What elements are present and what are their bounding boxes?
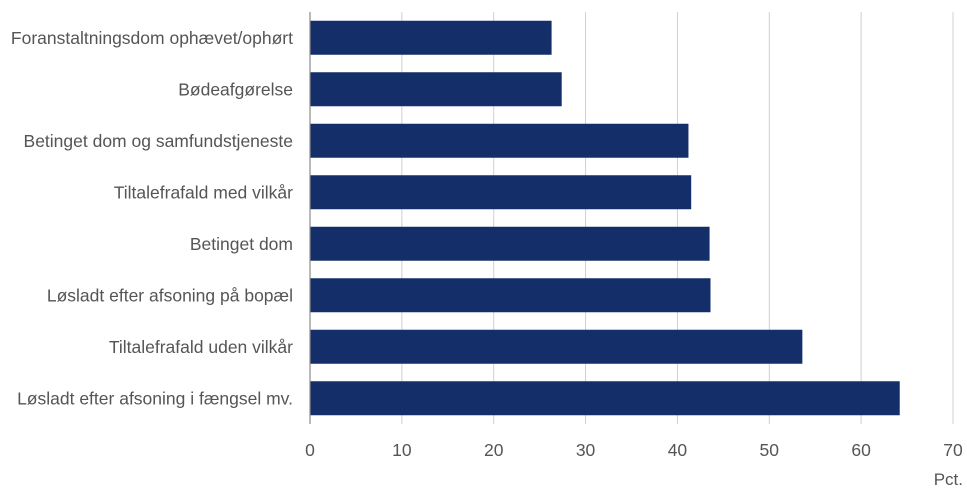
x-tick-label: 0 <box>305 440 315 460</box>
bar <box>310 381 900 416</box>
category-label: Løsladt efter afsoning i fængsel mv. <box>17 388 293 408</box>
x-tick-label: 20 <box>484 440 504 460</box>
x-tick-label: 30 <box>576 440 596 460</box>
x-tick-label: 40 <box>668 440 688 460</box>
bar <box>310 20 552 55</box>
category-label: Tiltalefrafald uden vilkår <box>109 337 293 357</box>
category-label: Løsladt efter afsoning på bopæl <box>47 285 293 305</box>
category-label: Betinget dom og samfundstjeneste <box>24 131 293 151</box>
x-tick-label: 50 <box>760 440 780 460</box>
category-label: Foranstaltningsdom ophævet/ophørt <box>11 28 293 48</box>
bar <box>310 329 803 364</box>
category-label: Bødeafgørelse <box>178 79 293 99</box>
x-tick-label: 70 <box>943 440 963 460</box>
bar <box>310 226 710 261</box>
bars <box>310 20 900 416</box>
x-tick-label: 10 <box>392 440 412 460</box>
category-label: Tiltalefrafald med vilkår <box>114 182 293 202</box>
category-labels: Foranstaltningsdom ophævet/ophørt Bødeafg… <box>11 28 293 409</box>
x-tick-label: 60 <box>851 440 871 460</box>
x-unit-label: Pct. <box>934 470 963 486</box>
bar <box>310 123 689 158</box>
bar <box>310 278 711 313</box>
category-label: Betinget dom <box>190 234 293 254</box>
bar <box>310 72 562 107</box>
bar <box>310 175 692 210</box>
x-tick-labels: 0 10 20 30 40 50 60 70 <box>305 440 963 460</box>
